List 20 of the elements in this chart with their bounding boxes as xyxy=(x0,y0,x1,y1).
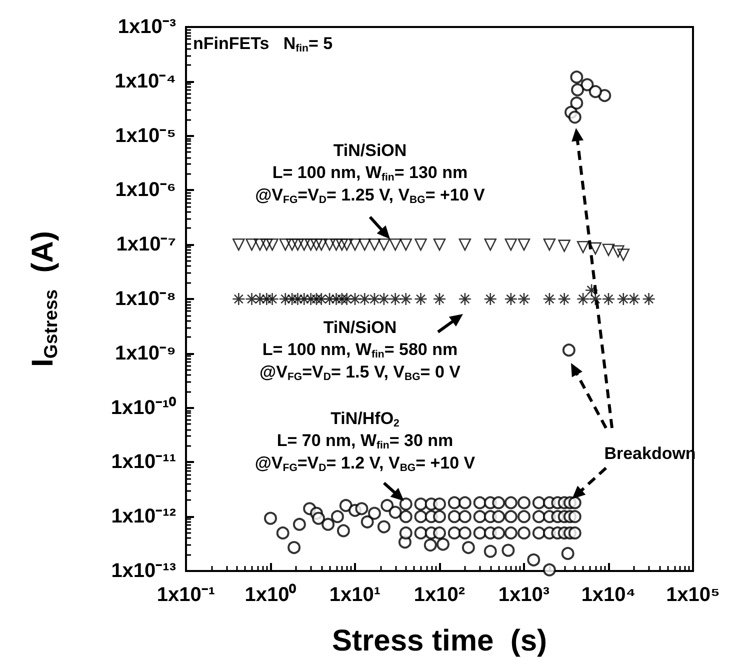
y-tick-label: 1x10⁻⁹ xyxy=(115,342,176,364)
x-tick-label: 1x10⁵ xyxy=(666,584,720,606)
y-axis-title: IGstress (A) xyxy=(26,231,61,367)
y-tick-label: 1x10⁻⁸ xyxy=(115,288,176,310)
y-tick-label: 1x10⁻⁷ xyxy=(116,234,176,256)
y-tick-label: 1x10⁻¹¹ xyxy=(111,451,176,474)
x-tick-label: 1x10³ xyxy=(498,584,550,606)
x-tick-label: 1x10⁻¹ xyxy=(156,584,216,606)
y-tick-label: 1x10⁻⁴ xyxy=(114,70,176,92)
y-tick-label: 1x10⁻¹³ xyxy=(111,560,176,582)
x-tick-label: 1x10¹ xyxy=(329,584,381,606)
y-tick-label: 1x10⁻³ xyxy=(118,16,176,38)
y-tick-label: 1x10⁻⁶ xyxy=(115,179,176,202)
x-axis-title: Stress time (s) xyxy=(332,624,548,658)
x-tick-label: 1x10⁰ xyxy=(244,583,296,606)
y-tick-label: 1x10⁻¹⁰ xyxy=(110,396,176,419)
y-tick-label: 1x10⁻¹² xyxy=(111,506,176,528)
x-tick-label: 1x10² xyxy=(414,584,466,606)
y-tick-label: 1x10⁻⁵ xyxy=(115,124,176,147)
x-tick-label: 1x10⁴ xyxy=(581,584,636,606)
